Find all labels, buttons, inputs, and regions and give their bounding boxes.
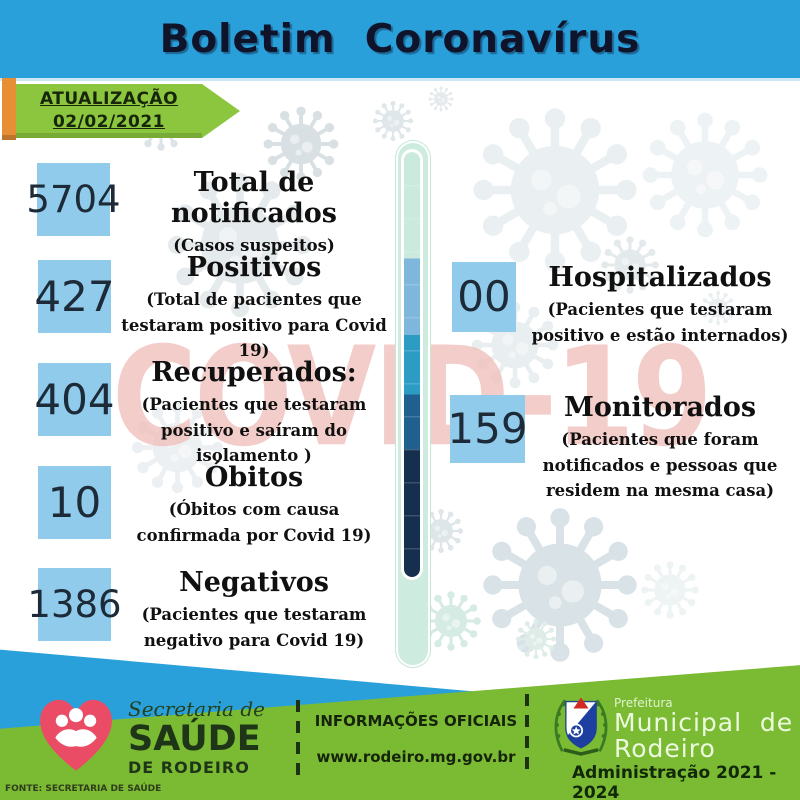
orange-accent-bar [2, 78, 16, 140]
stat-box-positivos: 427 [34, 260, 115, 333]
virus-icon [428, 86, 454, 112]
municipal-coat-of-arms-icon [554, 697, 608, 756]
municipal-de-label: Municipal de [614, 708, 794, 737]
stat-value: 10 [47, 477, 102, 527]
page-title: Boletim Coronavírus [159, 16, 641, 62]
update-label: ATUALIZAÇÃO [39, 89, 179, 110]
stat-title: Positivos [186, 252, 322, 283]
stat-title: Recuperados: [151, 357, 357, 388]
stat-title: Monitorados [563, 392, 757, 423]
informacoes-oficiais-label: INFORMAÇÕES OFICIAIS [314, 712, 518, 730]
stat-value: 1386 [27, 583, 122, 626]
stat-box-monitorados: 159 [447, 395, 528, 463]
virus-icon [515, 618, 557, 660]
stat-title: Óbitos [204, 462, 304, 493]
thermometer-tube [401, 149, 423, 580]
stat-value: 404 [34, 374, 115, 424]
footer-divider [296, 700, 300, 782]
footer-divider [525, 694, 529, 778]
stat-box-recuperados: 404 [34, 363, 115, 436]
stat-subtitle: (Pacientes que testaram positivo e saíra… [141, 395, 367, 466]
virus-icon [372, 100, 414, 142]
stat-value: 159 [447, 404, 528, 453]
stat-box-negativos: 1386 [27, 568, 122, 641]
virus-icon [640, 110, 770, 240]
stat-label-positivos: Positivos (Total de pacientes que testar… [116, 252, 392, 364]
stat-subtitle: (Casos suspeitos) [173, 236, 335, 256]
stat-subtitle: (Total de pacientes que testaram positiv… [121, 290, 387, 361]
stat-subtitle: (Óbitos com causa confirmada por Covid 1… [136, 500, 372, 545]
administracao-label: Administração 2021 - 2024 [572, 763, 777, 800]
health-heart-logo-icon [40, 699, 112, 771]
stat-box-hospitalizados: 00 [452, 262, 516, 332]
secretaria-de-label: Secretaria de [128, 697, 265, 721]
saude-label: SAÚDE [128, 719, 261, 759]
stat-box-obitos: 10 [38, 466, 111, 539]
prefeitura-block: Prefeitura Municipal de Rodeiro [614, 696, 793, 763]
thermometer-gauge [396, 141, 430, 667]
prefeitura-label: Prefeitura [614, 696, 673, 710]
stat-subtitle: (Pacientes que testaram negativo para Co… [141, 605, 367, 650]
official-info-block: INFORMAÇÕES OFICIAIS www.rodeiro.mg.gov.… [310, 712, 522, 766]
stat-label-recuperados: Recuperados: (Pacientes que testaram pos… [116, 357, 392, 469]
stat-value: 427 [34, 271, 115, 321]
de-rodeiro-label: DE RODEIRO [128, 757, 250, 777]
virus-icon [480, 505, 640, 665]
stat-label-obitos: Óbitos (Óbitos com causa confirmada por … [116, 462, 392, 548]
stat-box-notificados: 5704 [26, 163, 121, 236]
stat-title: Negativos [179, 567, 329, 598]
stat-label-negativos: Negativos (Pacientes que testaram negati… [116, 567, 392, 653]
stat-title: Total de notificados [170, 167, 338, 230]
update-ribbon: ATUALIZAÇÃO 02/02/2021 [16, 84, 202, 138]
rodeiro-label: Rodeiro [614, 734, 716, 764]
stat-label-hospitalizados: Hospitalizados (Pacientes que testaram p… [524, 262, 796, 348]
source-note: FONTE: SECRETARIA DE SAÚDE [5, 784, 162, 794]
stat-value: 5704 [26, 178, 121, 221]
stat-label-notificados: Total de notificados (Casos suspeitos) [116, 167, 392, 259]
update-ribbon-arrow [202, 84, 240, 138]
update-date: 02/02/2021 [52, 112, 166, 132]
virus-icon [640, 560, 700, 620]
stat-value: 00 [457, 272, 511, 321]
header-banner: Boletim Coronavírus [0, 0, 800, 81]
stat-label-monitorados: Monitorados (Pacientes que foram notific… [524, 392, 796, 504]
website-url: www.rodeiro.mg.gov.br [316, 748, 516, 766]
secretaria-saude-block: Secretaria de SAÚDE DE RODEIRO [128, 697, 265, 777]
stat-title: Hospitalizados [548, 262, 772, 293]
stat-subtitle: (Pacientes que foram notificados e pesso… [542, 430, 778, 501]
stat-subtitle: (Pacientes que testaram positivo e estão… [531, 300, 789, 345]
